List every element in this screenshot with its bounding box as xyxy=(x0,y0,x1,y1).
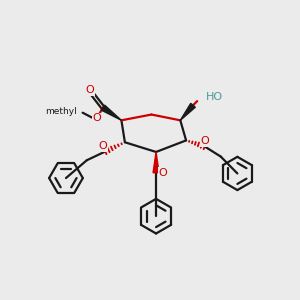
Text: O: O xyxy=(99,141,107,152)
Polygon shape xyxy=(153,152,159,173)
Text: O: O xyxy=(158,168,167,178)
Text: O: O xyxy=(201,136,209,146)
Polygon shape xyxy=(101,105,122,120)
Text: HO: HO xyxy=(206,92,223,101)
Polygon shape xyxy=(180,103,195,120)
Text: O: O xyxy=(85,85,94,95)
Text: methyl: methyl xyxy=(45,107,77,116)
Text: O: O xyxy=(93,113,101,124)
